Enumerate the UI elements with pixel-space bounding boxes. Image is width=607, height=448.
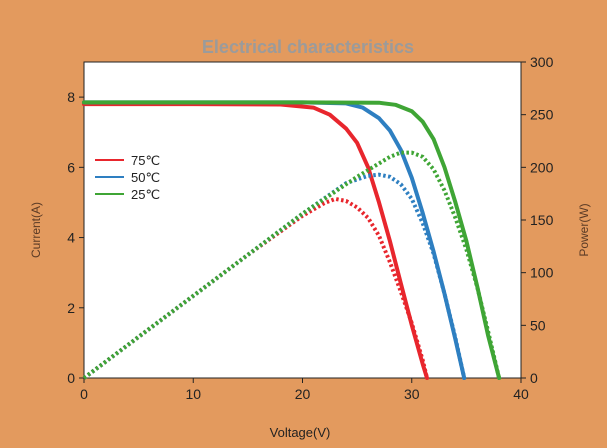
y-left-tick-label: 0 [67, 370, 75, 386]
x-tick-label: 10 [185, 386, 201, 402]
x-tick-label: 40 [513, 386, 529, 402]
plot-area [83, 61, 522, 379]
series-layer [82, 100, 502, 380]
power-curve-25 [82, 150, 502, 380]
legend: 75℃ 50℃ 25℃ [95, 153, 160, 202]
y-right-tick-label: 150 [530, 212, 554, 228]
x-tick-label: 0 [80, 386, 88, 402]
y-left-tick-label: 2 [67, 300, 75, 316]
y-right-tick-label: 300 [530, 54, 554, 70]
legend-label: 25℃ [131, 187, 160, 202]
y-left-tick-label: 8 [67, 89, 75, 105]
y-right-tick-label: 200 [530, 159, 554, 175]
legend-label: 50℃ [131, 170, 160, 185]
y-axis-right-label: Power(W) [577, 203, 591, 256]
x-tick-label: 30 [404, 386, 420, 402]
y-axis-left-label: Current(A) [29, 202, 43, 258]
x-axis-label: Voltage(V) [270, 425, 331, 440]
y-left-tick-label: 4 [67, 230, 75, 246]
y-left-tick-label: 6 [67, 159, 75, 175]
y-right-tick-label: 250 [530, 107, 554, 123]
y-right-tick-label: 50 [530, 317, 546, 333]
legend-label: 75℃ [131, 153, 160, 168]
x-tick-label: 20 [295, 386, 311, 402]
y-right-tick-label: 100 [530, 265, 554, 281]
y-right-tick-label: 0 [530, 370, 538, 386]
chart-title: Electrical characteristics [202, 37, 414, 57]
